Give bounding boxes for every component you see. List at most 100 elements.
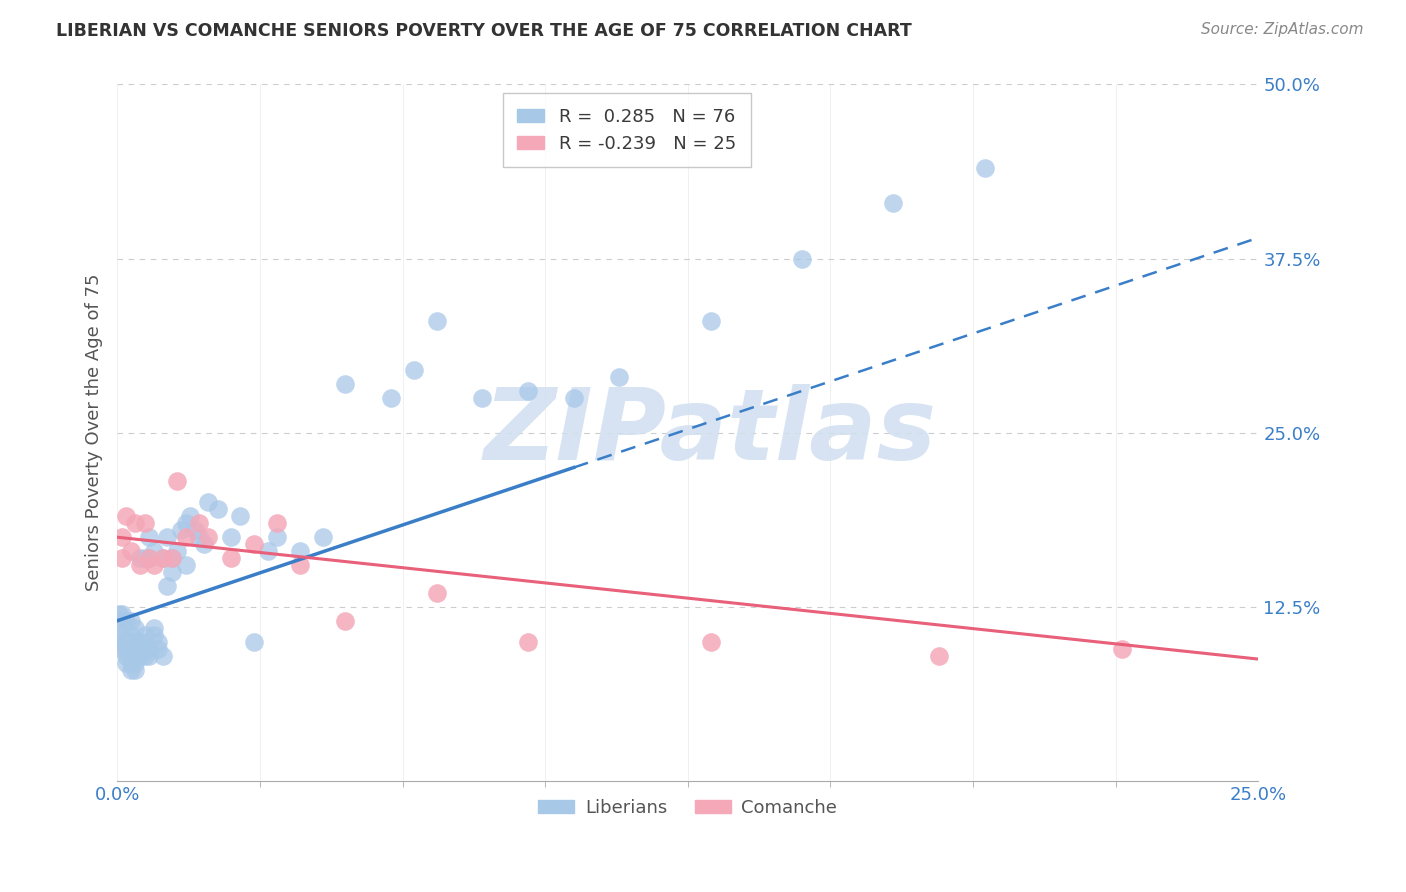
Liberians — [111, 607, 134, 621]
Liberians — [129, 648, 152, 663]
Liberians — [138, 551, 160, 566]
Liberians — [311, 530, 333, 544]
Comanche — [134, 516, 156, 531]
Liberians — [179, 509, 201, 524]
Liberians — [115, 648, 138, 663]
Liberians — [115, 634, 138, 648]
Liberians — [256, 544, 278, 558]
Liberians — [243, 634, 266, 648]
Liberians — [699, 314, 721, 328]
Text: ZIPatlas: ZIPatlas — [484, 384, 938, 481]
Liberians — [134, 551, 156, 566]
Comanche — [152, 551, 174, 566]
Liberians — [124, 656, 146, 670]
Liberians — [138, 648, 160, 663]
Liberians — [142, 621, 165, 635]
Liberians — [609, 370, 631, 384]
Liberians — [138, 530, 160, 544]
Comanche — [243, 537, 266, 551]
Liberians — [148, 634, 170, 648]
Liberians — [120, 641, 142, 656]
Liberians — [229, 509, 252, 524]
Liberians — [156, 530, 179, 544]
Liberians — [517, 384, 540, 398]
Liberians — [129, 634, 152, 648]
Comanche — [115, 509, 138, 524]
Liberians — [207, 502, 229, 516]
Comanche — [1111, 641, 1133, 656]
Comanche — [142, 558, 165, 572]
Liberians — [152, 648, 174, 663]
Liberians — [174, 558, 197, 572]
Liberians — [129, 551, 152, 566]
Liberians — [111, 641, 134, 656]
Liberians — [124, 621, 146, 635]
Liberians — [402, 363, 425, 377]
Comanche — [124, 516, 146, 531]
Comanche — [221, 551, 243, 566]
Liberians — [471, 391, 494, 405]
Comanche — [138, 551, 160, 566]
Liberians — [197, 495, 219, 509]
Liberians — [426, 314, 449, 328]
Comanche — [188, 516, 211, 531]
Liberians — [134, 648, 156, 663]
Liberians — [120, 628, 142, 642]
Liberians — [120, 663, 142, 677]
Liberians — [142, 544, 165, 558]
Liberians — [160, 551, 183, 566]
Liberians — [111, 628, 134, 642]
Liberians — [142, 628, 165, 642]
Liberians — [120, 656, 142, 670]
Comanche — [928, 648, 950, 663]
Comanche — [129, 558, 152, 572]
Liberians — [120, 648, 142, 663]
Text: LIBERIAN VS COMANCHE SENIORS POVERTY OVER THE AGE OF 75 CORRELATION CHART: LIBERIAN VS COMANCHE SENIORS POVERTY OVE… — [56, 22, 912, 40]
Comanche — [288, 558, 311, 572]
Liberians — [111, 621, 134, 635]
Comanche — [699, 634, 721, 648]
Comanche — [160, 551, 183, 566]
Liberians — [111, 614, 134, 628]
Y-axis label: Seniors Poverty Over the Age of 75: Seniors Poverty Over the Age of 75 — [86, 274, 103, 591]
Liberians — [882, 195, 904, 210]
Comanche — [266, 516, 288, 531]
Liberians — [152, 551, 174, 566]
Liberians — [134, 634, 156, 648]
Liberians — [288, 544, 311, 558]
Liberians — [221, 530, 243, 544]
Liberians — [120, 614, 142, 628]
Liberians — [380, 391, 402, 405]
Liberians — [124, 634, 146, 648]
Comanche — [335, 614, 357, 628]
Liberians — [188, 530, 211, 544]
Liberians — [134, 628, 156, 642]
Text: Source: ZipAtlas.com: Source: ZipAtlas.com — [1201, 22, 1364, 37]
Legend: Liberians, Comanche: Liberians, Comanche — [531, 792, 845, 824]
Comanche — [120, 544, 142, 558]
Comanche — [174, 530, 197, 544]
Liberians — [115, 656, 138, 670]
Comanche — [517, 634, 540, 648]
Liberians — [129, 641, 152, 656]
Liberians — [120, 634, 142, 648]
Liberians — [184, 523, 207, 537]
Liberians — [170, 523, 193, 537]
Comanche — [166, 475, 188, 489]
Liberians — [148, 641, 170, 656]
Liberians — [335, 376, 357, 391]
Liberians — [266, 530, 288, 544]
Liberians — [174, 516, 197, 531]
Liberians — [790, 252, 813, 266]
Liberians — [124, 663, 146, 677]
Liberians — [138, 641, 160, 656]
Comanche — [426, 586, 449, 600]
Liberians — [193, 537, 215, 551]
Comanche — [111, 530, 134, 544]
Liberians — [115, 641, 138, 656]
Liberians — [973, 161, 995, 175]
Liberians — [166, 544, 188, 558]
Liberians — [124, 648, 146, 663]
Liberians — [160, 565, 183, 579]
Liberians — [115, 614, 138, 628]
